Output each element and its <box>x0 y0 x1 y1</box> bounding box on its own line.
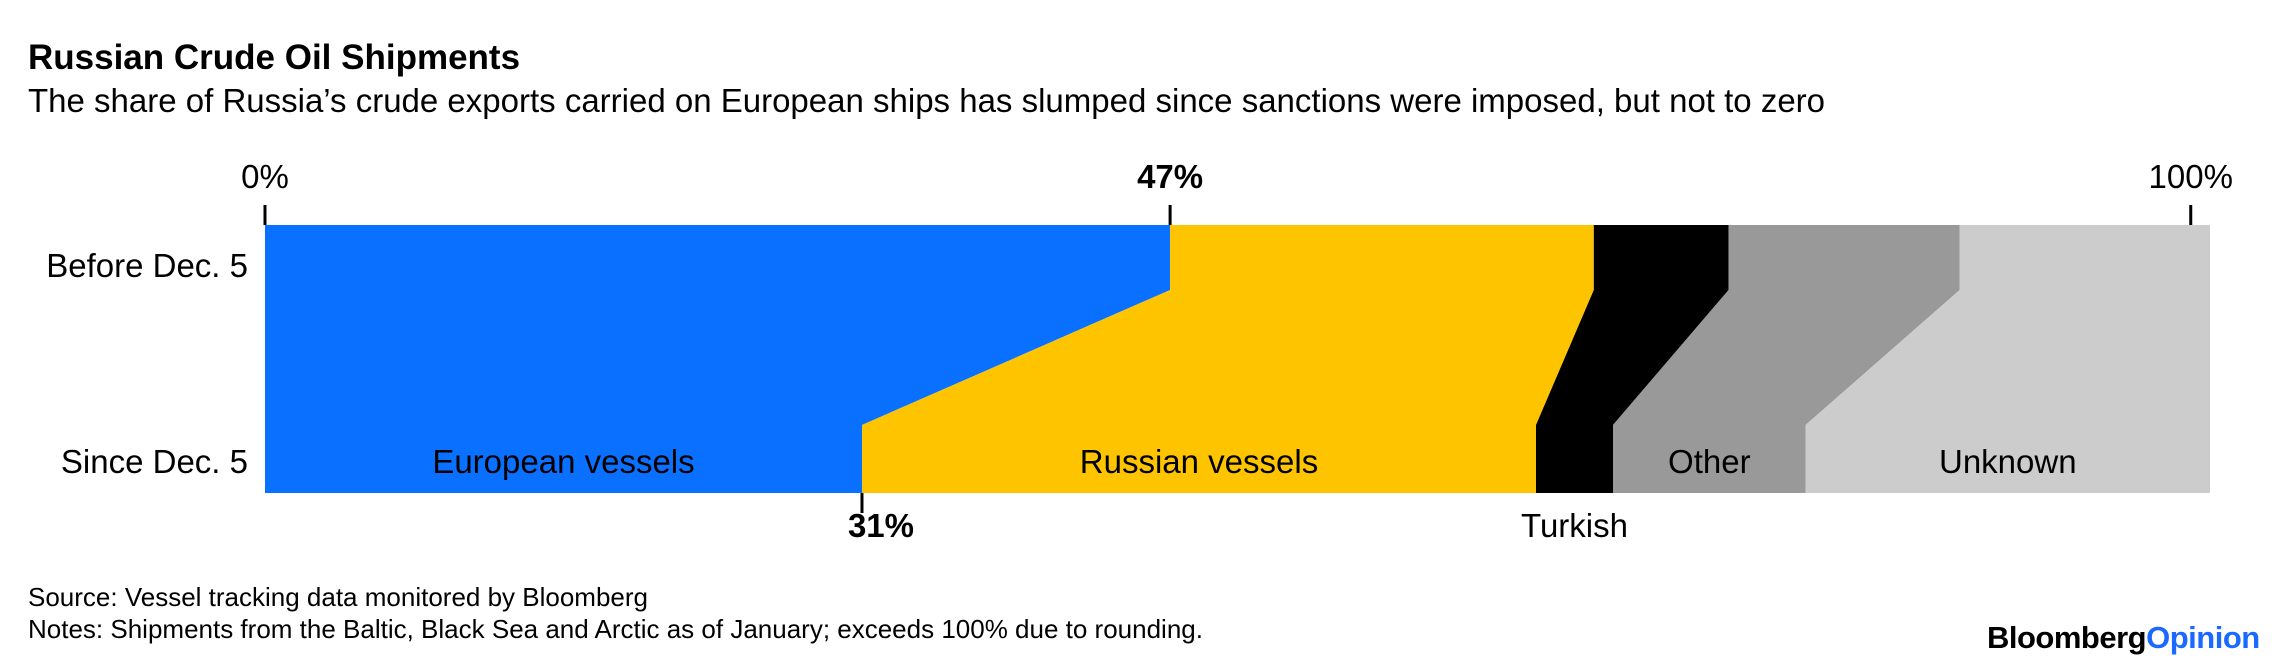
series-label-russian-vessels: Russian vessels <box>1080 443 1318 480</box>
chart-title: Russian Crude Oil Shipments <box>28 38 521 77</box>
series-label-european-vessels: European vessels <box>432 443 694 480</box>
notes-text: Notes: Shipments from the Baltic, Black … <box>28 614 1203 644</box>
series-label-turkish: Turkish <box>1521 507 1628 544</box>
stacked-share-chart: Before Dec. 5 Since Dec. 5 0% 47% 100% 31% Eur… <box>46 158 2233 544</box>
logo-brand: Bloomberg <box>1987 620 2147 655</box>
band-unknown <box>1805 225 2210 493</box>
band-turkish <box>1536 225 1729 493</box>
series-label-unknown: Unknown <box>1939 443 2077 480</box>
row-label-before-dec-5: Before Dec. 5 <box>46 247 248 284</box>
source-note: Source: Vessel tracking data monitored b… <box>28 582 649 612</box>
series-label-other: Other <box>1668 443 1751 480</box>
band-russian-vessels <box>862 225 1594 493</box>
chart-subtitle: The share of Russia’s crude exports carr… <box>28 82 1826 119</box>
top-tick-label-47: 47% <box>1137 158 1203 195</box>
bottom-tick-label-31: 31% <box>848 507 914 544</box>
bloomberg-opinion-logo: BloombergOpinion <box>1987 620 2260 656</box>
band-european-vessels <box>265 225 1171 493</box>
logo-accent: Opinion <box>2146 620 2260 655</box>
row-label-since-dec-5: Since Dec. 5 <box>61 443 248 480</box>
top-tick-label-100: 100% <box>2149 158 2233 195</box>
top-tick-label-0: 0% <box>241 158 289 195</box>
band-other <box>1613 225 1960 493</box>
